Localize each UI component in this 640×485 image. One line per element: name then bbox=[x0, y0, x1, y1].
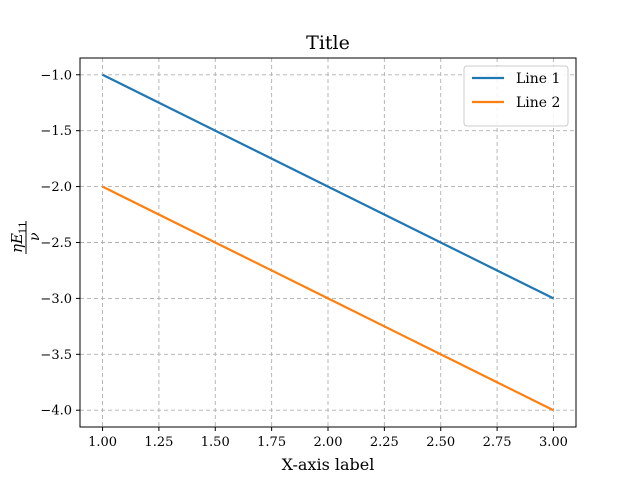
x-tick-label: 2.75 bbox=[483, 435, 512, 450]
y-axis-label-sub: 11 bbox=[18, 221, 29, 234]
legend: Line 1 Line 2 bbox=[463, 65, 569, 127]
y-axis-label-eta: η bbox=[8, 244, 26, 253]
x-tick-label: 2.00 bbox=[314, 435, 343, 450]
axis-ticks: 1.00 1.25 1.50 1.75 2.00 2.25 2.50 2.75 3.00 −1.0… bbox=[40, 68, 568, 450]
x-tick-label: 3.00 bbox=[539, 435, 568, 450]
x-tick-label: 1.50 bbox=[201, 435, 230, 450]
series-lines bbox=[102, 73, 554, 412]
legend-box bbox=[463, 65, 569, 127]
y-tick-label: −3.5 bbox=[40, 348, 72, 363]
x-tick-label: 2.50 bbox=[426, 435, 455, 450]
x-tick-label: 1.00 bbox=[88, 435, 117, 450]
y-axis-label: η E 11 ν bbox=[8, 221, 43, 254]
series-line-1 bbox=[102, 73, 554, 300]
chart-title: Title bbox=[306, 32, 350, 54]
x-tick-label: 2.25 bbox=[370, 435, 399, 450]
legend-label: Line 2 bbox=[516, 95, 560, 111]
y-tick-label: −2.5 bbox=[40, 236, 72, 251]
y-axis-label-e: E bbox=[8, 233, 26, 245]
series-line-2 bbox=[102, 185, 554, 412]
y-axis-label-nu: ν bbox=[27, 232, 43, 241]
y-tick-label: −3.0 bbox=[40, 292, 72, 307]
legend-label: Line 1 bbox=[516, 71, 560, 87]
y-tick-label: −1.0 bbox=[40, 68, 72, 83]
y-tick-label: −2.0 bbox=[40, 180, 72, 195]
x-tick-label: 1.25 bbox=[144, 435, 173, 450]
y-tick-label: −1.5 bbox=[40, 124, 72, 139]
x-tick-label: 1.75 bbox=[257, 435, 286, 450]
x-axis-label: X-axis label bbox=[282, 455, 375, 474]
y-tick-label: −4.0 bbox=[40, 404, 72, 419]
